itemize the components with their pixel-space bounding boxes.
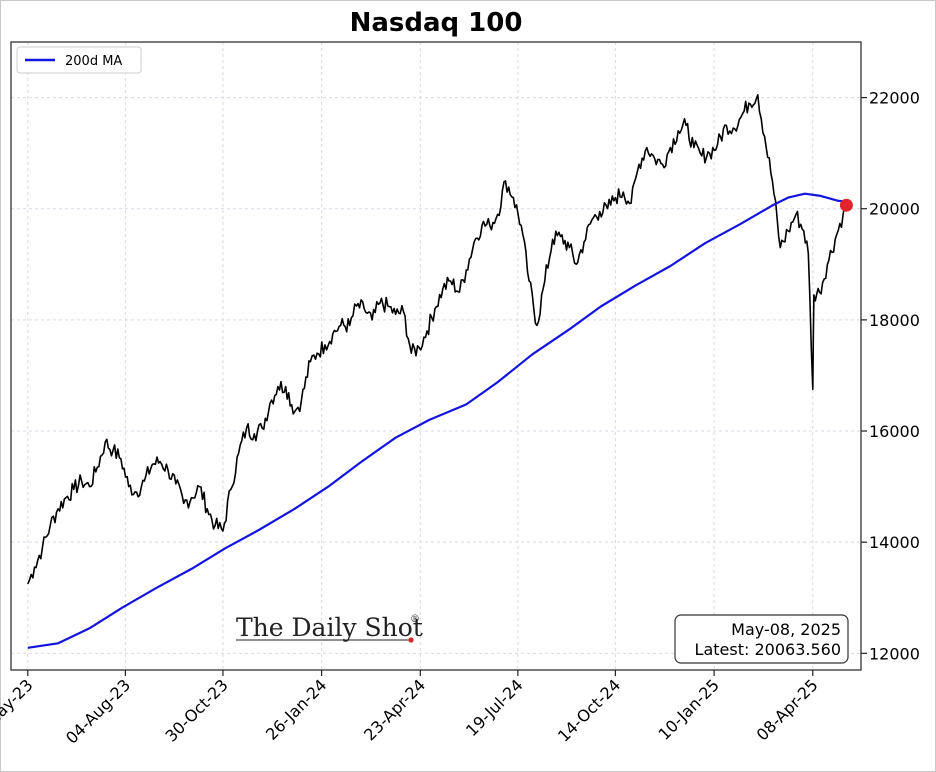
brand-dot — [408, 637, 414, 643]
legend-box — [16, 46, 142, 74]
legend-label-200d-ma: 200d MA — [65, 54, 122, 69]
plot-area — [10, 41, 862, 671]
y-tick-label: 22000 — [869, 89, 920, 108]
grid — [11, 42, 861, 670]
annotation-date: May-08, 2025 — [731, 620, 841, 639]
annotation-box — [674, 614, 849, 664]
y-tick-label: 14000 — [869, 533, 920, 552]
y-tick-label: 20000 — [869, 200, 920, 219]
y-tick-label: 16000 — [869, 422, 920, 441]
x-tick-label: 04-Aug-23 — [62, 675, 134, 747]
brand-logo: The Daily Shot ® — [236, 613, 423, 643]
series-200d-ma-line — [27, 192, 847, 649]
x-tick-label: 09-May-23 — [0, 675, 37, 749]
x-tick-label: 08-Apr-25 — [753, 675, 822, 744]
x-tick-label: 30-Oct-23 — [161, 675, 231, 745]
latest-annotation: May-08, 2025 Latest: 20063.560 — [674, 614, 849, 664]
x-tick-label: 14-Oct-24 — [554, 675, 624, 745]
series-layer — [27, 94, 853, 649]
x-tick-label: 23-Apr-24 — [360, 675, 429, 744]
y-tick-label: 18000 — [869, 311, 920, 330]
y-tick-label: 12000 — [869, 644, 920, 663]
legend: 200d MA — [16, 46, 142, 74]
annotation-latest-value: Latest: 20063.560 — [695, 640, 841, 659]
latest-point-marker — [839, 198, 853, 212]
x-tick-label: 10-Jan-25 — [654, 675, 722, 743]
x-tick-label: 26-Jan-24 — [262, 675, 330, 743]
x-tick-label: 19-Jul-24 — [462, 675, 527, 740]
brand-registered-mark: ® — [410, 614, 420, 625]
brand-text: The Daily Shot — [236, 613, 423, 642]
chart-title: Nasdaq 100 — [350, 8, 523, 38]
series-nasdaq-100-line — [27, 94, 847, 585]
